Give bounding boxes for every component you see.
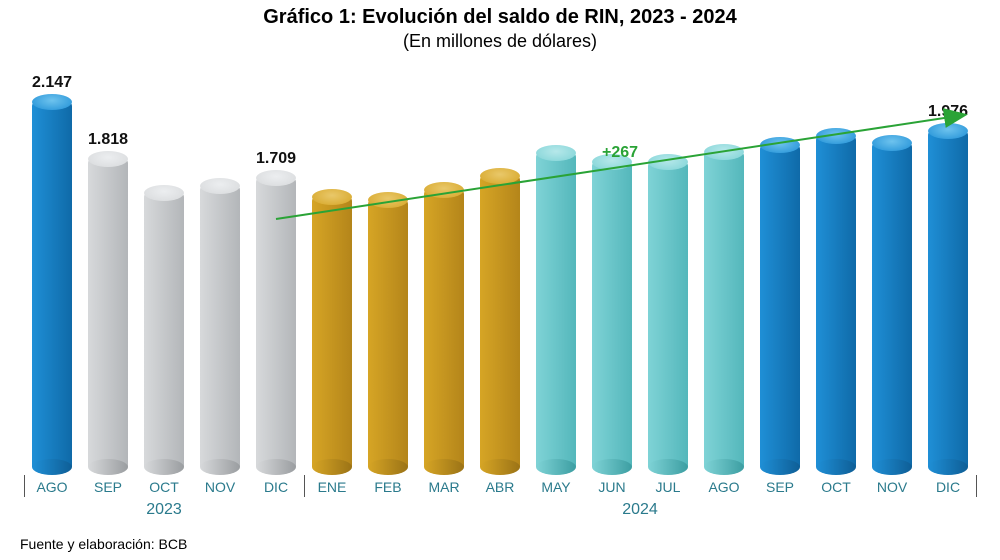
- bar: [816, 136, 856, 475]
- bar: [200, 186, 240, 475]
- bar: 1.709: [256, 178, 296, 475]
- x-tick-label: AGO: [32, 479, 72, 495]
- bar-value-label: 1.976: [928, 103, 968, 121]
- x-tick-label: ENE: [312, 479, 352, 495]
- chart-source: Fuente y elaboración: BCB: [20, 536, 187, 552]
- axis-tick: [976, 475, 977, 497]
- bar: [592, 162, 632, 475]
- bar: [480, 176, 520, 475]
- bar: 2.147: [32, 102, 72, 475]
- x-tick-label: NOV: [872, 479, 912, 495]
- chart-container: Gráfico 1: Evolución del saldo de RIN, 2…: [0, 0, 1000, 560]
- bar: [648, 162, 688, 475]
- year-label: 2024: [304, 501, 976, 519]
- x-tick-label: ABR: [480, 479, 520, 495]
- x-tick-label: SEP: [88, 479, 128, 495]
- x-tick-label: SEP: [760, 479, 800, 495]
- bar: 1.976: [928, 131, 968, 475]
- year-label: 2023: [24, 501, 304, 519]
- x-tick-label: DIC: [928, 479, 968, 495]
- bar: [312, 197, 352, 475]
- x-tick-label: OCT: [144, 479, 184, 495]
- bar: [704, 152, 744, 475]
- x-tick-label: AGO: [704, 479, 744, 495]
- bar: 1.818: [88, 159, 128, 475]
- axis-tick: [304, 475, 305, 497]
- x-tick-label: OCT: [816, 479, 856, 495]
- plot-area: 2.147 1.818 1.709 1.976: [20, 75, 980, 475]
- bar: [760, 145, 800, 475]
- chart-subtitle: (En millones de dólares): [0, 29, 1000, 52]
- bar: [368, 200, 408, 475]
- x-tick-label: MAY: [536, 479, 576, 495]
- x-tick-label: JUL: [648, 479, 688, 495]
- bar-value-label: 1.709: [256, 150, 296, 168]
- bar: [536, 153, 576, 475]
- bar-value-label: 2.147: [32, 74, 72, 92]
- bar: [144, 193, 184, 475]
- bar-value-label: 1.818: [88, 131, 128, 149]
- x-tick-label: NOV: [200, 479, 240, 495]
- axis-tick: [24, 475, 25, 497]
- chart-title: Gráfico 1: Evolución del saldo de RIN, 2…: [0, 0, 1000, 29]
- x-tick-label: DIC: [256, 479, 296, 495]
- bar: [424, 190, 464, 475]
- x-tick-label: JUN: [592, 479, 632, 495]
- bar: [872, 143, 912, 475]
- x-tick-label: MAR: [424, 479, 464, 495]
- x-tick-label: FEB: [368, 479, 408, 495]
